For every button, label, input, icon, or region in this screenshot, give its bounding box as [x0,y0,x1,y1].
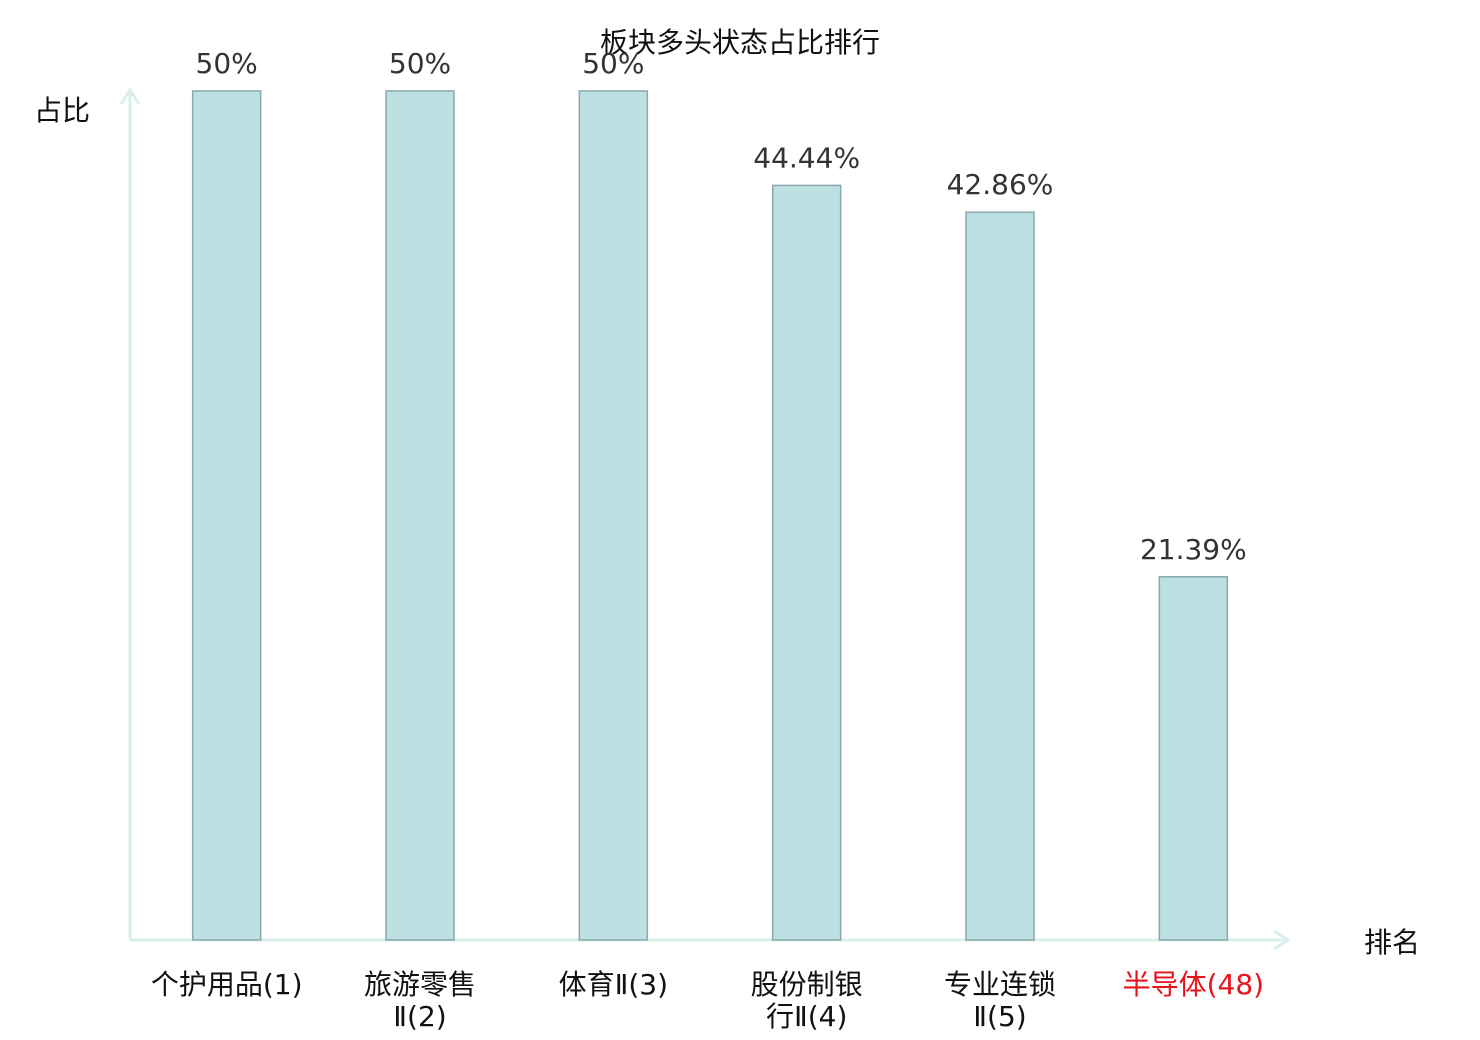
x-axis-arrow [1273,929,1291,951]
x-axis-label: 排名 [1364,926,1420,959]
value-label: 44.44% [753,141,860,174]
x-tick-label: 专业连锁 Ⅱ(5) [944,968,1056,1033]
value-label: 42.86% [947,168,1054,201]
value-label: 50% [196,47,258,80]
bar [1158,576,1229,941]
chart-title: 板块多头状态占比排行 [600,26,880,59]
y-axis-arrow [119,87,141,105]
value-label: 50% [389,47,451,80]
bar [385,90,455,941]
bar [578,90,649,941]
x-tick-label: 半导体(48) [1123,968,1264,1001]
y-axis-label: 占比 [34,94,90,127]
bar [771,184,842,941]
x-tick-label: 股份制银行Ⅱ(4) [751,968,863,1033]
bar [965,211,1035,941]
value-label: 50% [582,47,644,80]
value-label: 21.39% [1140,533,1247,566]
bar [191,90,262,941]
x-tick-label: 旅游零售 Ⅱ(2) [364,968,476,1033]
x-tick-label: 体育Ⅱ(3) [559,968,668,1001]
axes [119,87,1291,951]
x-tick-label: 个护用品(1) [151,968,303,1001]
